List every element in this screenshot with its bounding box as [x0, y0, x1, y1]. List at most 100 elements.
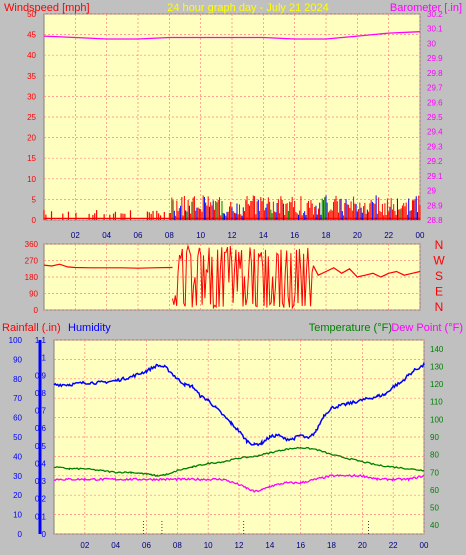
windspeed-tick-label: 40: [27, 51, 36, 60]
wind-grid: [44, 13, 421, 221]
windspeed-tick-label: 15: [27, 154, 36, 163]
barometer-tick-label: 29.8: [427, 69, 443, 78]
windspeed-tick-label: 10: [27, 175, 36, 184]
humidity-line: [53, 361, 425, 447]
climate-time-label: 02: [80, 541, 89, 550]
temperature-tick-label: 40: [430, 521, 439, 530]
humidity-tick-label: 50: [13, 433, 22, 442]
direction-tick-label: 270: [25, 257, 39, 266]
humidity-tick-label: 100: [9, 336, 23, 345]
humidity-axis-label: Humidity: [68, 322, 111, 334]
windspeed-axis-label: Windspeed [mph]: [4, 2, 90, 14]
barometer-tick-label: 30.2: [427, 10, 443, 19]
windspeed-tick-label: 35: [27, 72, 36, 81]
barometer-tick-label: 29: [427, 187, 436, 196]
climate-time-label: 00: [420, 541, 429, 550]
rain-tick-label: 0.9: [35, 371, 47, 380]
barometer-tick-label: 29.3: [427, 142, 443, 151]
humidity-tick-label: 80: [13, 375, 22, 384]
climate-time-ticks: 02 04 06 08 10 12 14 16 18 20 22 00: [80, 541, 429, 550]
humidity-tick-label: 90: [13, 355, 22, 364]
rain-tick-label: 0.3: [35, 477, 47, 486]
dewpoint-axis-label: Dew Point (°F): [391, 322, 463, 334]
rain-tick-label: 0.1: [35, 512, 47, 521]
wind-time-label: 22: [384, 231, 393, 240]
rain-tick-label: 0.5: [35, 442, 47, 451]
compass-label: N: [435, 300, 444, 314]
windspeed-tick-label: 20: [27, 134, 36, 143]
barometer-tick-label: 30.1: [427, 25, 443, 34]
humidity-ticks: 0 10 20 30 40 50 60 70 80 90 100: [9, 336, 23, 539]
temperature-tick-label: 130: [430, 362, 444, 371]
climate-time-label: 06: [142, 541, 151, 550]
rain-tick-label: 0.8: [35, 389, 47, 398]
barometer-tick-label: 30: [427, 39, 436, 48]
climate-time-label: 20: [358, 541, 367, 550]
temperature-line: [53, 446, 425, 477]
humidity-tick-label: 30: [13, 472, 22, 481]
windspeed-tick-label: 25: [27, 113, 36, 122]
climate-time-label: 16: [296, 541, 305, 550]
humidity-tick-label: 10: [13, 511, 22, 520]
barometer-tick-label: 29.7: [427, 84, 443, 93]
barometer-tick-label: 29.6: [427, 98, 443, 107]
windspeed-tick-label: 0: [32, 216, 37, 225]
rain-ticks: 0 0.1 0.2 0.3 0.4 0.5 0.6 0.7 0.8 0.9 1 1.1: [35, 336, 47, 539]
wind-left-ticks: 0 5 10 15 20 25 30 35 40 45 50: [27, 10, 36, 225]
humidity-tick-label: 20: [13, 491, 22, 500]
wind-time-label: 16: [290, 231, 299, 240]
temperature-tick-label: 60: [430, 486, 439, 495]
temperature-axis-label: Temperature (°F): [309, 322, 392, 334]
compass-label: S: [435, 269, 443, 283]
rain-tick-label: 1.1: [35, 336, 47, 345]
rainfall-axis-label: Rainfall (.in): [2, 322, 61, 334]
wind-time-label: 06: [134, 231, 143, 240]
barometer-line: [43, 31, 421, 40]
baro-right-ticks: 28.8 28.9 29 29.1 29.2 29.3 29.4 29.5 29.6 29.7 29…: [427, 10, 443, 225]
climate-time-label: 14: [265, 541, 274, 550]
barometer-axis-label: Barometer [.in]: [390, 2, 462, 14]
rain-tick-label: 1: [42, 354, 47, 363]
barometer-tick-label: 28.9: [427, 201, 443, 210]
climate-time-label: 08: [173, 541, 182, 550]
rain-tick-label: 0.7: [35, 407, 47, 416]
temperature-ticks: 40 50 60 70 80 90 100 110 120 130 140: [430, 345, 444, 530]
climate-time-label: 18: [327, 541, 336, 550]
direction-tick-label: 360: [25, 240, 39, 249]
wind-time-label: 14: [259, 231, 268, 240]
windspeed-tick-label: 50: [27, 10, 36, 19]
wind-time-ticks: 02 04 06 08 10 12 14 16 18 20 22 00: [71, 231, 425, 240]
direction-tick-label: 0: [34, 306, 39, 315]
climate-time-label: 04: [111, 541, 120, 550]
windspeed-bars: [43, 195, 421, 220]
barometer-tick-label: 29.4: [427, 128, 443, 137]
barometer-tick-label: 29.5: [427, 113, 443, 122]
temperature-tick-label: 80: [430, 451, 439, 460]
climate-time-label: 10: [204, 541, 213, 550]
humidity-tick-label: 70: [13, 394, 22, 403]
temperature-tick-label: 120: [430, 380, 444, 389]
climate-time-label: 22: [389, 541, 398, 550]
direction-tick-label: 180: [25, 273, 39, 282]
rain-tick-label: 0.6: [35, 424, 47, 433]
temperature-tick-label: 100: [430, 415, 444, 424]
wind-time-label: 00: [416, 231, 425, 240]
wind-time-label: 18: [322, 231, 331, 240]
dewpoint-line: [53, 473, 425, 493]
windspeed-tick-label: 45: [27, 31, 36, 40]
direction-line: [43, 244, 421, 310]
barometer-tick-label: 28.8: [427, 216, 443, 225]
direction-segment: [312, 265, 421, 278]
wind-time-label: 10: [196, 231, 205, 240]
wind-time-label: 20: [353, 231, 362, 240]
wind-time-label: 08: [165, 231, 174, 240]
temperature-tick-label: 70: [430, 468, 439, 477]
temperature-tick-label: 90: [430, 433, 439, 442]
rain-marks: [142, 520, 369, 534]
barometer-tick-label: 29.1: [427, 172, 443, 181]
wind-time-label: 12: [228, 231, 237, 240]
direction-segment: [43, 263, 173, 269]
temperature-tick-label: 50: [430, 504, 439, 513]
